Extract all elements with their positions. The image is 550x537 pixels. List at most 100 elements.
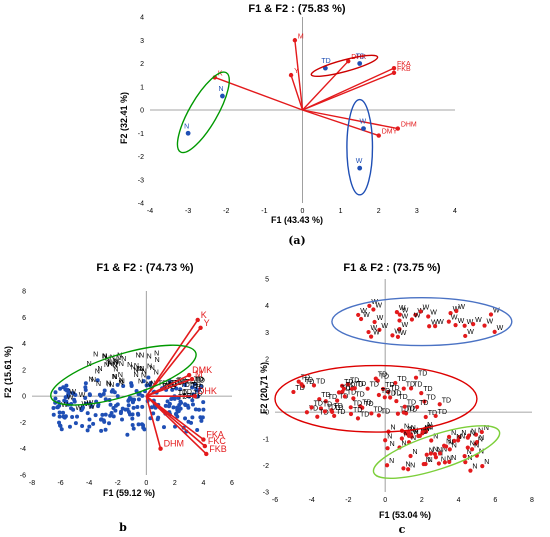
group-ellipse [50, 344, 197, 406]
observation-point [125, 432, 130, 437]
variable-label: DMK [192, 365, 212, 375]
observation-point [126, 403, 131, 408]
observation-label: W [402, 308, 409, 315]
observation-label: TD [419, 400, 428, 407]
observation-label: TD [314, 400, 323, 407]
observation-point [309, 405, 314, 410]
observation-label: W [458, 318, 465, 325]
observation-point [409, 317, 415, 322]
observation-label: N [97, 366, 102, 373]
observation-label: TD [350, 377, 359, 384]
y-tick-label: 6 [22, 315, 26, 322]
observation-point [448, 311, 453, 316]
observation-label: N [484, 425, 489, 432]
observation-label: TD [346, 382, 355, 389]
y-tick-label: 3 [140, 38, 144, 45]
variable-label: DHM [164, 439, 185, 449]
observation-label: N [112, 374, 117, 381]
observation-point [64, 399, 69, 404]
observation-point [406, 467, 411, 472]
variable-point [288, 72, 294, 78]
observation-label: TD [407, 400, 416, 407]
observation-point [457, 434, 462, 440]
observation-point [178, 387, 183, 392]
observation-label: W [373, 330, 380, 337]
observation-point [190, 415, 195, 420]
observation-point [432, 451, 438, 457]
observation-label: TD [408, 406, 417, 413]
observation-label: TD [398, 394, 407, 401]
observation-label: W [363, 312, 370, 319]
observation-point [373, 376, 378, 381]
observation-label: N [184, 123, 189, 130]
observation-point [395, 334, 401, 340]
observation-label: W [371, 325, 378, 332]
observation-point [175, 405, 180, 410]
observation-label: N [467, 449, 472, 456]
observation-point [419, 391, 424, 396]
observation-point [57, 410, 62, 415]
observation-point [103, 397, 108, 402]
observation-point [136, 397, 141, 402]
variable-label: M [195, 369, 203, 379]
observation-label: W [356, 158, 363, 165]
observation-label: TD [176, 379, 185, 386]
observation-label: N [102, 354, 107, 361]
observation-label: N [437, 447, 442, 454]
observation-label: TD [196, 378, 205, 385]
y-tick-label: -2 [138, 154, 144, 161]
observation-point [85, 428, 90, 433]
observation-point [367, 303, 372, 308]
observation-label: N [119, 361, 124, 368]
variable-label: FKA [206, 430, 224, 440]
observation-label: N [428, 425, 433, 432]
observation-label: W [371, 299, 378, 306]
observation-label: N [139, 366, 144, 373]
observation-point [480, 463, 485, 469]
y-tick-label: 2 [140, 61, 144, 68]
observation-label: W [497, 325, 504, 332]
variable-label: M [298, 33, 304, 40]
observation-point [201, 407, 206, 412]
observation-point [452, 438, 457, 443]
observation-point [146, 375, 151, 380]
group-ellipse [372, 425, 501, 479]
observation-label: TD [177, 377, 186, 384]
observation-point [335, 398, 340, 403]
observation-label: N [402, 440, 407, 447]
observation-point [91, 421, 96, 426]
x-tick-label: -1 [261, 208, 267, 215]
observation-point [315, 414, 320, 419]
observation-label: N [448, 440, 453, 447]
observation-label: W [458, 304, 465, 311]
observation-label: N [452, 442, 457, 449]
observation-point [127, 412, 132, 417]
observation-point [365, 386, 370, 391]
observation-point [447, 459, 452, 464]
observation-point [83, 381, 88, 386]
observation-point [386, 389, 391, 395]
group-ellipse [176, 71, 230, 154]
observation-point [348, 405, 353, 410]
observation-label: N [387, 433, 392, 440]
observation-point [311, 383, 317, 388]
observation-point [436, 461, 441, 466]
observation-point [468, 468, 473, 473]
observation-label: TD [178, 394, 187, 401]
observation-point [190, 385, 195, 390]
observation-label: N [447, 455, 452, 462]
observation-point [369, 334, 374, 339]
observation-point [53, 396, 58, 401]
observation-point [140, 404, 145, 409]
observation-point [183, 402, 188, 407]
observation-point [377, 327, 382, 332]
group-ellipse [274, 364, 478, 433]
observation-point [397, 318, 402, 323]
observation-point [196, 394, 201, 399]
observation-label: N [113, 359, 118, 366]
observation-label: N [410, 462, 415, 469]
observation-label: W [487, 319, 494, 326]
observation-label: TD [328, 394, 337, 401]
observation-label: TD [378, 372, 387, 379]
observation-label: N [471, 429, 476, 436]
